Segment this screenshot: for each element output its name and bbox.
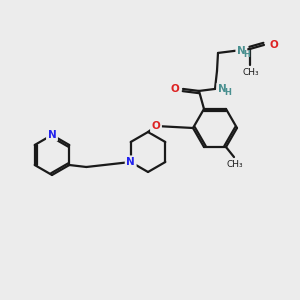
Text: N: N [218,84,227,94]
Text: N: N [237,46,246,56]
Text: CH₃: CH₃ [227,160,243,169]
Text: N: N [48,130,56,140]
Text: O: O [152,121,160,131]
Text: H: H [224,88,231,98]
Text: N: N [126,157,135,167]
Text: H: H [243,50,250,59]
Text: CH₃: CH₃ [243,68,259,77]
Text: O: O [170,84,179,94]
Text: O: O [269,40,278,50]
